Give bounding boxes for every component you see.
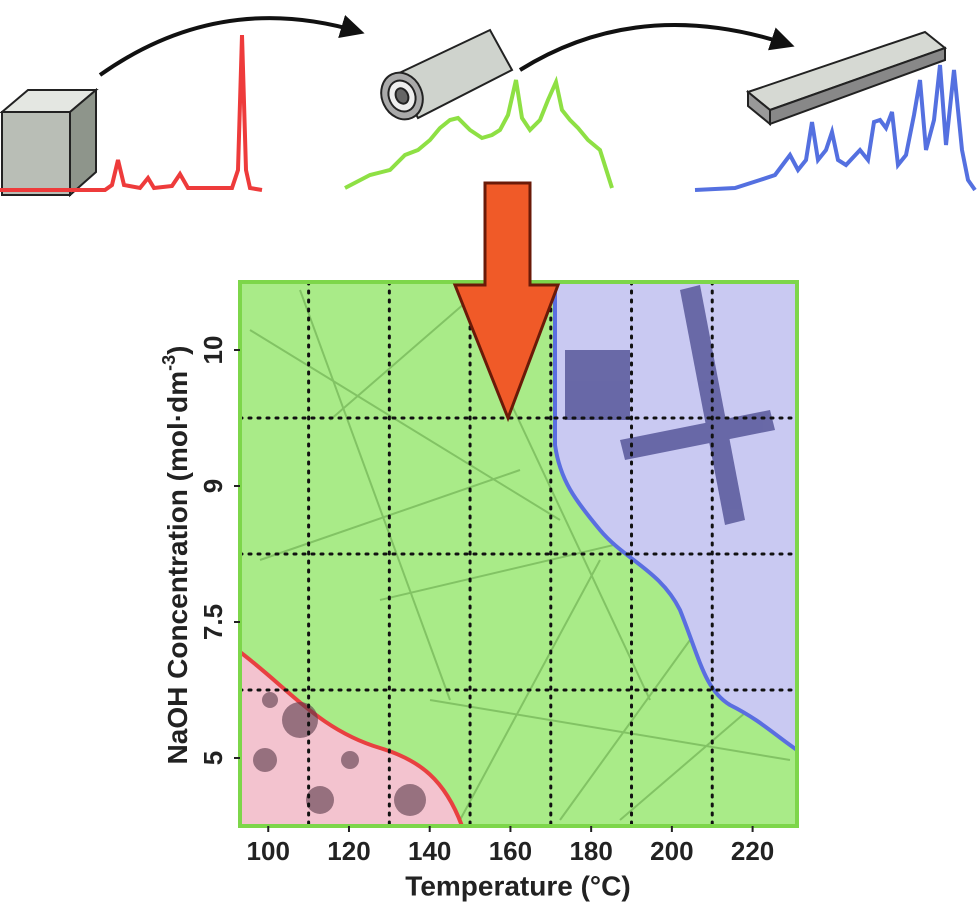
down-arrow bbox=[452, 181, 561, 423]
particle-texture bbox=[253, 692, 426, 816]
arrow bbox=[518, 23, 795, 72]
x-tick-label: 160 bbox=[489, 836, 532, 866]
y-tick-label: 5 bbox=[198, 751, 228, 765]
arrow bbox=[98, 14, 365, 77]
y-axis-label-end: ) bbox=[162, 346, 193, 355]
y-axis-label-sup: -3 bbox=[159, 355, 179, 371]
x-tick-label: 180 bbox=[569, 836, 612, 866]
y-axis-label: NaOH Concentration (mol·dm-3) bbox=[159, 346, 194, 765]
ribbon-texture bbox=[565, 285, 775, 525]
y-tick-label: 10 bbox=[198, 336, 228, 365]
x-tick-label: 120 bbox=[327, 836, 370, 866]
spectrum bbox=[344, 75, 614, 190]
y-axis-label-text: NaOH Concentration (mol·dm bbox=[162, 371, 193, 765]
x-tick-label: 140 bbox=[408, 836, 451, 866]
x-tick-label: 220 bbox=[731, 836, 774, 866]
x-axis-label: Temperature (°C) bbox=[405, 870, 630, 901]
grid bbox=[240, 282, 797, 826]
cube bbox=[0, 87, 99, 198]
x-tick-label: 100 bbox=[247, 836, 290, 866]
spectrum bbox=[694, 64, 977, 192]
spectrum bbox=[0, 34, 263, 192]
plates bbox=[745, 30, 948, 127]
precursor-region bbox=[240, 649, 465, 826]
y-tick-label: 7.5 bbox=[198, 604, 228, 640]
tube bbox=[380, 28, 514, 121]
y-tick-label: 9 bbox=[198, 479, 228, 493]
x-tick-label: 200 bbox=[650, 836, 693, 866]
schematic bbox=[0, 14, 977, 198]
